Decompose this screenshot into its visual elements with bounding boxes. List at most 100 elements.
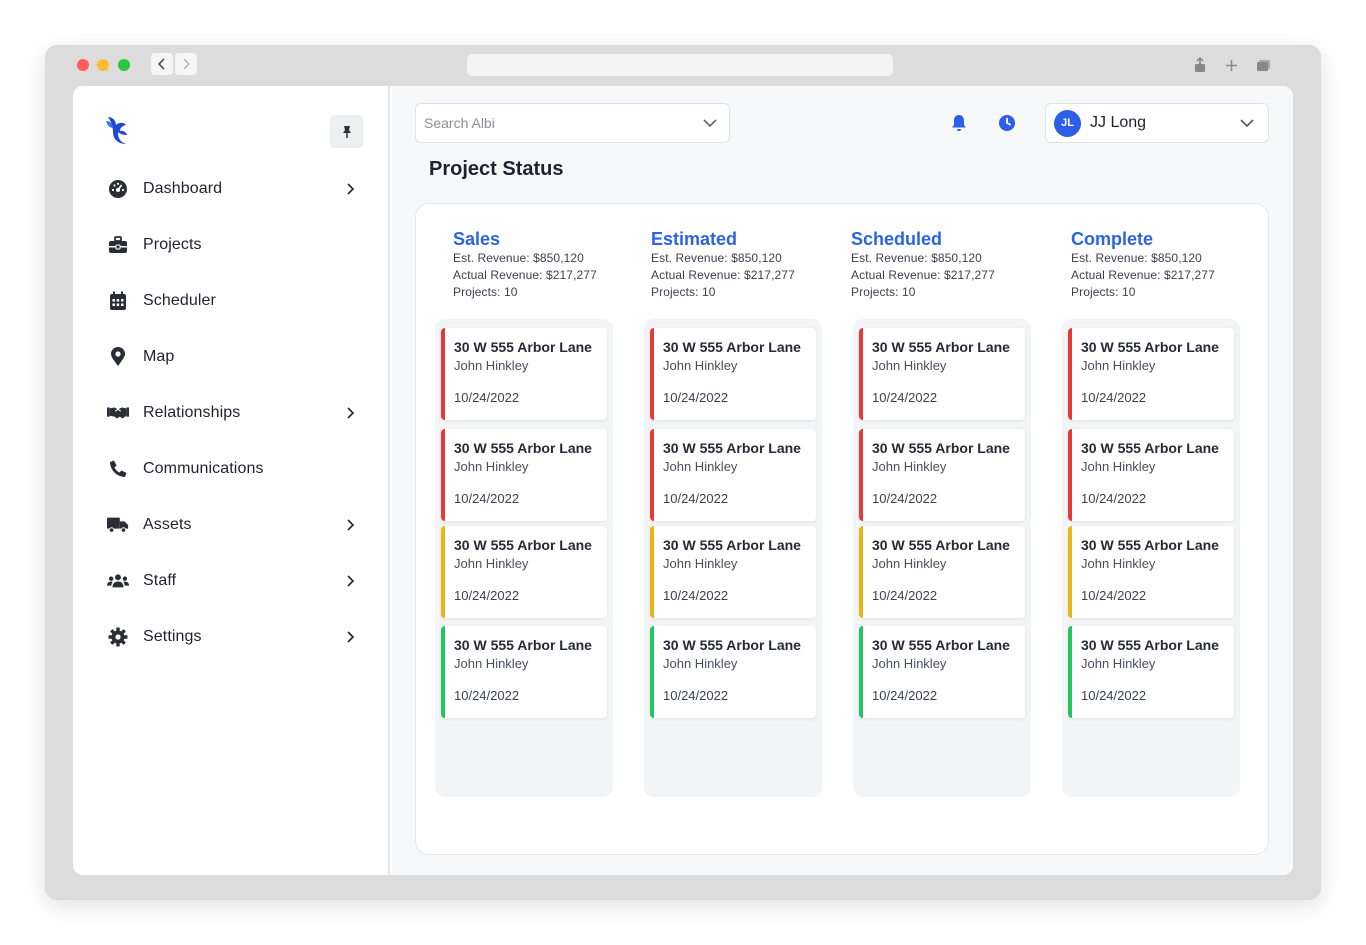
project-card[interactable]: 30 W 555 Arbor Lane John Hinkley 10/24/2… <box>650 429 816 521</box>
project-card[interactable]: 30 W 555 Arbor Lane John Hinkley 10/24/2… <box>441 626 607 718</box>
sidebar: Dashboard Projects Scheduler <box>73 86 390 875</box>
card-contact: John Hinkley <box>872 459 947 474</box>
column-header-sales: Sales Est. Revenue: $850,120 Actual Reve… <box>453 228 643 301</box>
sidebar-item-relationships[interactable]: Relationships <box>107 395 357 431</box>
browser-window: Dashboard Projects Scheduler <box>45 45 1321 900</box>
gauge-icon <box>107 178 129 200</box>
card-date: 10/24/2022 <box>454 688 520 703</box>
card-contact: John Hinkley <box>872 556 947 571</box>
sidebar-item-dashboard[interactable]: Dashboard <box>107 171 357 207</box>
card-address: 30 W 555 Arbor Lane <box>663 440 801 456</box>
search-placeholder: Search Albi <box>424 115 495 131</box>
card-date: 10/24/2022 <box>872 588 938 603</box>
sidebar-item-assets[interactable]: Assets <box>107 507 357 543</box>
maximize-window-button[interactable] <box>118 59 130 71</box>
est-revenue: Est. Revenue: $850,120 <box>1071 251 1202 265</box>
card-contact: John Hinkley <box>663 358 738 373</box>
card-date: 10/24/2022 <box>663 588 729 603</box>
page-title: Project Status <box>429 158 564 180</box>
project-card[interactable]: 30 W 555 Arbor Lane John Hinkley 10/24/2… <box>1068 526 1234 618</box>
column-title[interactable]: Scheduled <box>851 229 943 249</box>
column-title[interactable]: Estimated <box>651 229 738 249</box>
tabs-overview-icon[interactable] <box>1255 57 1271 73</box>
card-address: 30 W 555 Arbor Lane <box>872 339 1010 355</box>
card-contact: John Hinkley <box>872 358 947 373</box>
project-card[interactable]: 30 W 555 Arbor Lane John Hinkley 10/24/2… <box>859 328 1025 420</box>
chevron-down-icon <box>1240 119 1254 127</box>
sidebar-item-scheduler[interactable]: Scheduler <box>107 283 357 319</box>
search-input[interactable]: Search Albi <box>415 103 730 143</box>
forward-button[interactable] <box>175 53 197 75</box>
project-card[interactable]: 30 W 555 Arbor Lane John Hinkley 10/24/2… <box>650 626 816 718</box>
card-address: 30 W 555 Arbor Lane <box>1081 537 1219 553</box>
card-contact: John Hinkley <box>1081 656 1156 671</box>
minimize-window-button[interactable] <box>97 59 109 71</box>
status-bar <box>441 626 445 718</box>
card-address: 30 W 555 Arbor Lane <box>872 440 1010 456</box>
status-bar <box>441 526 445 618</box>
card-contact: John Hinkley <box>454 656 529 671</box>
sidebar-item-label: Map <box>143 348 175 365</box>
card-contact: John Hinkley <box>663 459 738 474</box>
handshake-icon <box>107 402 129 424</box>
project-card[interactable]: 30 W 555 Arbor Lane John Hinkley 10/24/2… <box>859 626 1025 718</box>
column-header-complete: Complete Est. Revenue: $850,120 Actual R… <box>1071 228 1261 301</box>
gear-icon <box>107 626 129 648</box>
share-icon[interactable] <box>1192 57 1208 73</box>
back-button[interactable] <box>151 53 173 75</box>
project-card[interactable]: 30 W 555 Arbor Lane John Hinkley 10/24/2… <box>650 526 816 618</box>
sidebar-item-projects[interactable]: Projects <box>107 227 357 263</box>
sidebar-item-label: Settings <box>143 628 202 645</box>
card-contact: John Hinkley <box>1081 358 1156 373</box>
actual-revenue: Actual Revenue: $217,277 <box>453 268 597 282</box>
card-address: 30 W 555 Arbor Lane <box>663 339 801 355</box>
project-card[interactable]: 30 W 555 Arbor Lane John Hinkley 10/24/2… <box>1068 429 1234 521</box>
albi-logo-icon <box>106 117 127 144</box>
card-contact: John Hinkley <box>454 459 529 474</box>
column-title[interactable]: Sales <box>453 229 501 249</box>
new-tab-icon[interactable] <box>1223 57 1239 73</box>
project-card[interactable]: 30 W 555 Arbor Lane John Hinkley 10/24/2… <box>650 328 816 420</box>
card-date: 10/24/2022 <box>663 390 729 405</box>
sidebar-item-map[interactable]: Map <box>107 339 357 375</box>
sidebar-item-label: Dashboard <box>143 180 223 197</box>
map-pin-icon <box>107 346 129 368</box>
user-menu[interactable]: JL JJ Long <box>1045 103 1269 143</box>
project-card[interactable]: 30 W 555 Arbor Lane John Hinkley 10/24/2… <box>441 328 607 420</box>
actual-revenue: Actual Revenue: $217,277 <box>651 268 795 282</box>
card-date: 10/24/2022 <box>1081 390 1147 405</box>
status-bar <box>1068 328 1072 420</box>
pin-sidebar-button[interactable] <box>330 115 363 148</box>
actual-revenue: Actual Revenue: $217,277 <box>1071 268 1215 282</box>
bell-icon <box>952 115 966 131</box>
status-bar <box>1068 429 1072 521</box>
status-bar <box>650 328 654 420</box>
card-contact: John Hinkley <box>663 656 738 671</box>
sidebar-item-staff[interactable]: Staff <box>107 563 357 599</box>
chevron-right-icon <box>343 630 357 644</box>
toolbox-icon <box>107 234 129 256</box>
sidebar-item-settings[interactable]: Settings <box>107 619 357 655</box>
column-lane-estimated: 30 W 555 Arbor Lane John Hinkley 10/24/2… <box>644 319 822 797</box>
history-button[interactable] <box>997 113 1017 133</box>
status-bar <box>859 526 863 618</box>
project-card[interactable]: 30 W 555 Arbor Lane John Hinkley 10/24/2… <box>859 526 1025 618</box>
card-contact: John Hinkley <box>454 358 529 373</box>
card-date: 10/24/2022 <box>454 491 520 506</box>
project-card[interactable]: 30 W 555 Arbor Lane John Hinkley 10/24/2… <box>1068 328 1234 420</box>
address-bar[interactable] <box>467 54 893 76</box>
column-title[interactable]: Complete <box>1071 229 1154 249</box>
project-card[interactable]: 30 W 555 Arbor Lane John Hinkley 10/24/2… <box>441 429 607 521</box>
users-icon <box>107 570 129 592</box>
project-card[interactable]: 30 W 555 Arbor Lane John Hinkley 10/24/2… <box>1068 626 1234 718</box>
close-window-button[interactable] <box>77 59 89 71</box>
project-count: Projects: 10 <box>453 285 518 299</box>
sidebar-item-communications[interactable]: Communications <box>107 451 357 487</box>
chevron-right-icon <box>343 518 357 532</box>
status-bar <box>859 429 863 521</box>
card-date: 10/24/2022 <box>663 491 729 506</box>
notifications-button[interactable] <box>949 113 969 133</box>
project-card[interactable]: 30 W 555 Arbor Lane John Hinkley 10/24/2… <box>859 429 1025 521</box>
project-card[interactable]: 30 W 555 Arbor Lane John Hinkley 10/24/2… <box>441 526 607 618</box>
card-date: 10/24/2022 <box>872 688 938 703</box>
